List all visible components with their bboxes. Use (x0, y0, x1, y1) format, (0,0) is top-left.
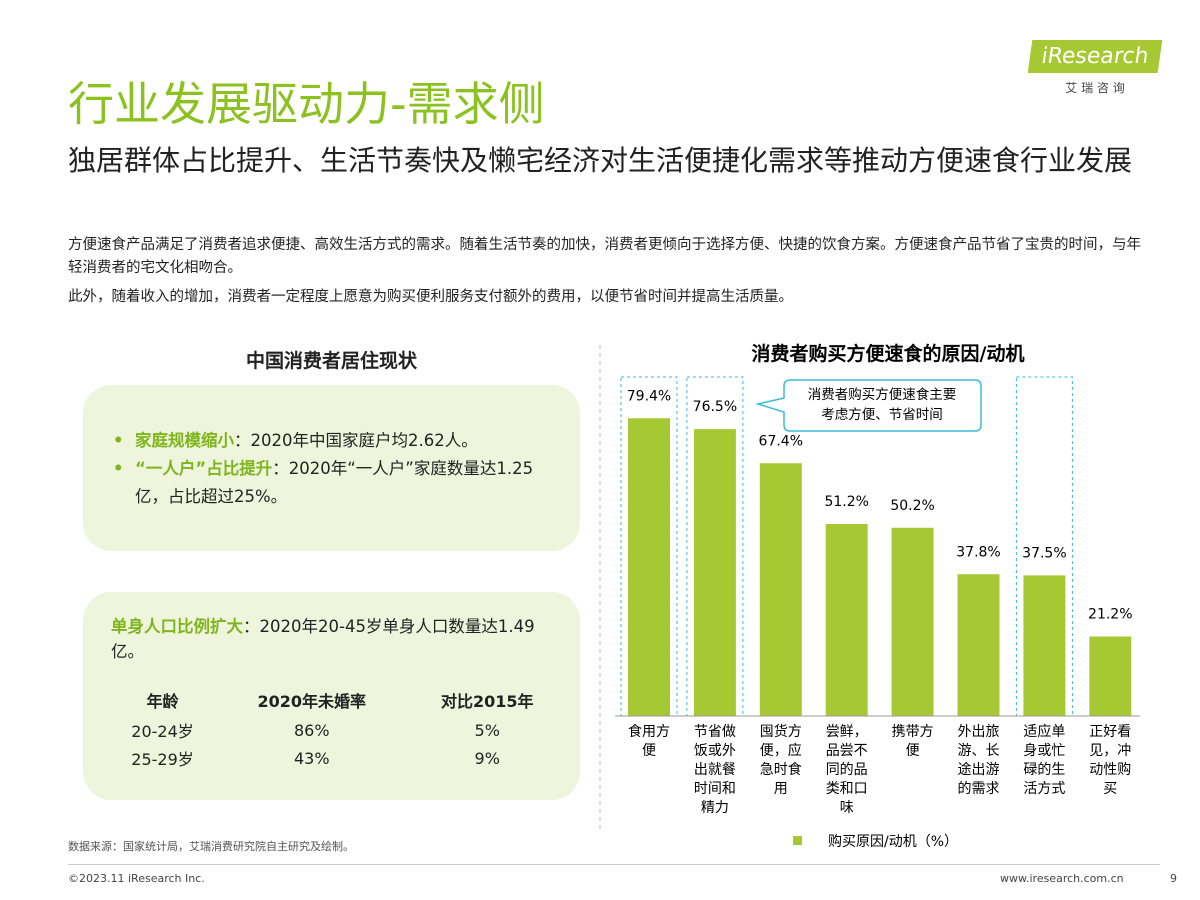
category-label: 正好看见，冲动性购买 (1089, 724, 1131, 797)
value-label: 67.4% (759, 433, 803, 449)
logo-sub: 艾 瑞 咨 询 (1065, 81, 1125, 95)
left-title: 中国消费者居住现状 (245, 350, 417, 372)
bullet-label: “一人户”占比提升 (135, 459, 273, 478)
bullet: • “一人户”占比提升：2020年“一人户”家庭数量达1.25亿，占比超过25%… (113, 459, 534, 506)
th: 对比2015年 (440, 692, 534, 711)
info-box: 单身人口比例扩大：2020年20-45岁单身人口数量达1.49亿。 年龄 2020… (83, 592, 580, 800)
note-label: 单身人口比例扩大 (111, 617, 243, 636)
value-label: 76.5% (693, 399, 737, 415)
td: 25-29岁 (131, 750, 194, 769)
td: 9% (474, 748, 500, 768)
td: 5% (474, 720, 500, 740)
category-label: 携带方便 (892, 724, 934, 759)
td: 86% (293, 720, 330, 740)
callout (755, 379, 982, 432)
highlight-box (620, 376, 678, 717)
title: 行业发展驱动力-需求侧 (68, 77, 545, 131)
chart-title: 消费者购买方便速食的原因/动机 (752, 342, 1025, 365)
td: 20-24岁 (131, 722, 194, 741)
source: 数据来源：国家统计局，艾瑞消费研究院自主研究及绘制。 (68, 840, 354, 853)
note-text: ：2020年20-45岁单身人口数量达1.49亿。 (111, 617, 535, 661)
value-label: 37.5% (1022, 545, 1066, 561)
bullet-label: 家庭规模缩小 (135, 431, 235, 450)
value-label: 79.4% (627, 388, 671, 404)
bar (1023, 575, 1066, 716)
bullets: • 家庭规模缩小：2020年中国家庭户均2.62人。 • “一人户”占比提升：2… (113, 427, 543, 511)
highlight-box (686, 376, 744, 717)
category-label: 食用方便 (628, 723, 670, 759)
highlight-box (1015, 376, 1073, 717)
category-label: 节省做饭或外出就餐时间和精力 (694, 724, 736, 816)
url: www.iresearch.com.cn (1000, 872, 1124, 885)
bar (825, 524, 868, 716)
copyright: ©2023.11 iResearch Inc. (68, 872, 205, 885)
intro: 方便速食产品满足了消费者追求便捷、高效生活方式的需求。随着生活节奏的加快，消费者… (68, 237, 1141, 276)
annotation: 消费者购买方便速食主要考虑方便、节省时间 (808, 386, 957, 423)
bar (628, 418, 670, 716)
bullet-text: ：2020年中国家庭户均2.62人。 (234, 431, 478, 450)
subtitle: 独居群体占比提升、生活节奏快及懒宅经济对生活便捷化需求等推动方便速食行业发展 (68, 144, 1133, 177)
intro: 此外，随着收入的增加，消费者一定程度上愿意为购买便利服务支付额外的费用，以便节省… (68, 289, 793, 305)
logo: iResearch (1027, 40, 1163, 73)
value-label: 50.2% (890, 498, 934, 514)
bullet-text: ：2020年“一人户”家庭数量达1.25亿，占比超过25%。 (135, 459, 534, 506)
category-label: 囤货方便，应急时食用 (760, 723, 802, 797)
note: 单身人口比例扩大：2020年20-45岁单身人口数量达1.49亿。 (111, 614, 551, 664)
bullet: • 家庭规模缩小：2020年中国家庭户均2.62人。 (113, 431, 478, 450)
bar (957, 574, 1000, 716)
value-label: 21.2% (1088, 607, 1132, 623)
th: 2020年未婚率 (257, 692, 367, 711)
td: 43% (293, 748, 330, 768)
category-label: 尝鲜，品尝不同的品类和口味 (826, 724, 868, 816)
page-number: 9 (1170, 872, 1177, 885)
footer-rule (68, 864, 1160, 865)
bar (759, 463, 802, 716)
legend-label: 购买原因/动机（%） (828, 834, 958, 850)
legend-swatch (793, 836, 802, 845)
bar (1089, 636, 1132, 716)
logo-block: iResearch 艾 瑞 咨 询 (1027, 40, 1163, 96)
bar (693, 429, 736, 716)
category-label: 外出旅游、长途出游的需求 (958, 724, 1000, 797)
th: 年龄 (146, 692, 179, 711)
bar (891, 527, 934, 716)
table: 年龄 2020年未婚率 对比2015年 20-24岁 86% 5% 25-29岁 43% 9… (108, 684, 568, 772)
value-label: 51.2% (824, 494, 868, 510)
value-label: 37.8% (956, 544, 1000, 560)
category-label: 适应单身或忙碌的生活方式 (1023, 723, 1065, 797)
info-box: • 家庭规模缩小：2020年中国家庭户均2.62人。 • “一人户”占比提升：2… (83, 385, 580, 551)
